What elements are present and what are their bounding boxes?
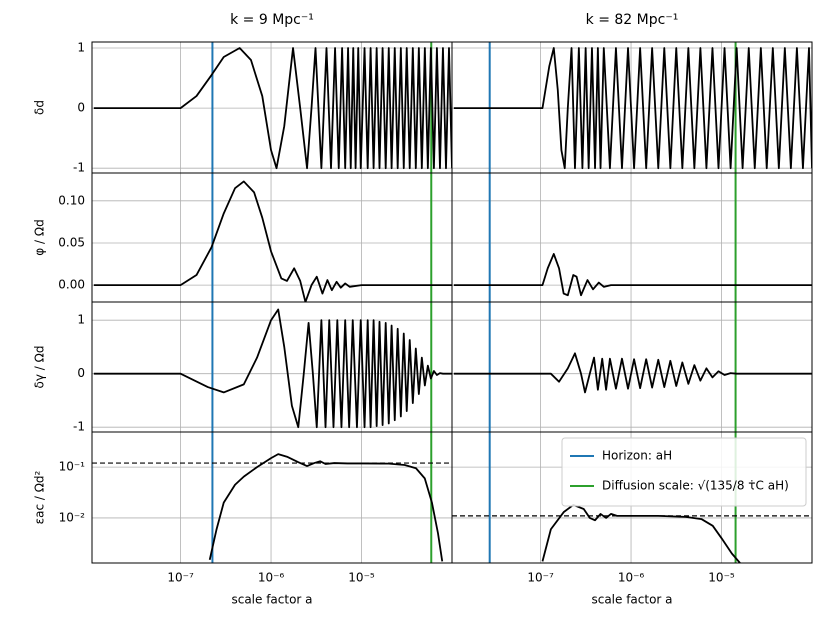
y-axis-label: δγ / Ωd — [33, 346, 47, 389]
plot-area — [453, 173, 812, 302]
x-tick-label: 10⁻⁵ — [348, 571, 375, 585]
y-tick-label: 10⁻² — [59, 510, 86, 524]
y-tick-label: 0.05 — [58, 235, 85, 249]
y-tick-label: 0 — [77, 101, 85, 115]
axes-frame — [91, 172, 453, 303]
plot-area — [453, 302, 812, 432]
y-tick-label: -1 — [73, 420, 85, 434]
plot-area — [92, 432, 452, 563]
axes-frame — [451, 431, 813, 564]
axes-frame — [91, 301, 453, 433]
y-tick-label: 0.00 — [58, 278, 85, 292]
plot-area — [93, 302, 452, 432]
x-axis-label: scale factor a — [231, 593, 312, 607]
data-line — [453, 47, 812, 170]
data-line — [93, 47, 452, 170]
legend-box — [561, 437, 807, 507]
legend-label: Horizon: aH — [602, 449, 672, 463]
plot-area — [453, 42, 812, 173]
data-line — [93, 180, 452, 302]
plot-area — [93, 173, 452, 302]
y-axis-label: φ / Ωd — [33, 219, 47, 255]
plot-area — [93, 42, 452, 173]
data-line — [541, 504, 741, 563]
data-line — [93, 308, 452, 429]
y-axis-label: δd — [33, 100, 47, 115]
data-line — [208, 453, 444, 562]
y-tick-label: 0.10 — [58, 193, 85, 207]
x-tick-label: 10⁻⁷ — [527, 571, 554, 585]
y-tick-label: -1 — [73, 161, 85, 175]
y-tick-label: 1 — [77, 313, 85, 327]
data-line — [453, 253, 812, 297]
x-tick-label: 10⁻⁶ — [618, 571, 645, 585]
y-tick-label: 0 — [77, 366, 85, 380]
x-tick-label: 10⁻⁷ — [167, 571, 194, 585]
axes-frame — [451, 172, 813, 303]
x-tick-label: 10⁻⁵ — [708, 571, 735, 585]
y-axis-label: εac / Ωd² — [33, 470, 47, 524]
column-title: k = 9 Mpc⁻¹ — [230, 12, 314, 28]
y-tick-label: 10⁻¹ — [59, 460, 86, 474]
x-tick-label: 10⁻⁶ — [258, 571, 285, 585]
data-line — [453, 352, 812, 394]
axes-frame — [91, 431, 453, 564]
legend-label: Diffusion scale: √(135/8 τ̇C aH) — [602, 479, 789, 493]
x-axis-label: scale factor a — [591, 593, 672, 607]
column-title: k = 82 Mpc⁻¹ — [586, 12, 679, 28]
y-tick-label: 1 — [77, 41, 85, 55]
